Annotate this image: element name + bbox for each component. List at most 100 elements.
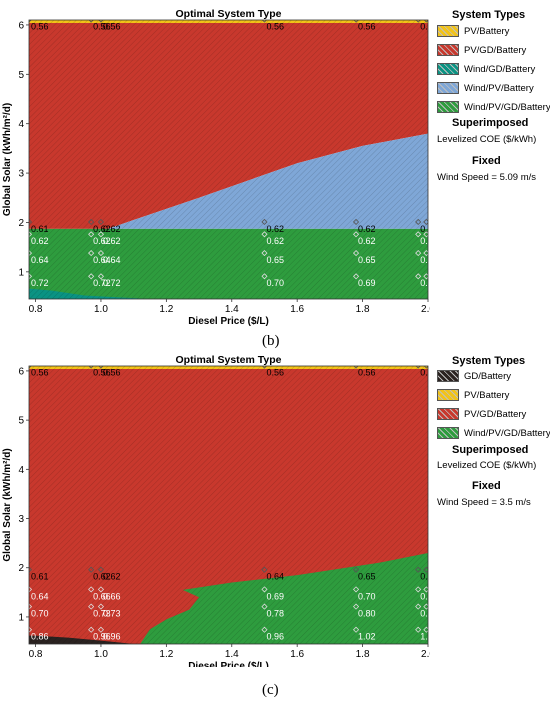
data-point-marker — [415, 586, 422, 593]
coe-label: 0.65 — [420, 255, 430, 265]
region-wind-pv-battery — [107, 133, 428, 229]
legend-swatch — [437, 63, 459, 75]
data-point-marker — [88, 603, 95, 610]
legend-item-gd-battery: GD/Battery — [437, 370, 511, 382]
data-point-marker — [29, 273, 33, 280]
x-tick-label: 1.8 — [356, 649, 370, 660]
data-point-marker — [415, 218, 422, 226]
data-point-marker — [415, 231, 422, 238]
legend-swatch — [437, 25, 459, 37]
y-tick-label: 2 — [18, 218, 24, 229]
data-point-marker — [423, 250, 428, 257]
coe-label: 0.56 — [93, 367, 111, 377]
data-point-marker — [423, 366, 428, 369]
data-point-marker — [423, 586, 428, 593]
x-tick-label: 1.0 — [94, 304, 108, 315]
data-point-marker — [98, 366, 104, 369]
legend-item-pv-battery: PV/Battery — [437, 389, 509, 401]
coe-label: 0.96 — [93, 632, 111, 642]
data-point-marker — [352, 603, 360, 610]
coe-label: 0.70 — [266, 278, 284, 288]
coe-label: 0.56 — [31, 21, 49, 31]
x-tick-label: 1.4 — [225, 649, 239, 660]
data-point-marker — [261, 566, 268, 573]
coe-label: 0.66 — [103, 591, 121, 601]
data-point-marker — [88, 218, 95, 226]
x-tick-label: 1.8 — [356, 304, 370, 315]
coe-label: 0.65 — [358, 572, 376, 582]
fixed-text: Wind Speed = 3.5 m/s — [437, 497, 531, 508]
data-point-marker — [97, 231, 105, 238]
data-point-marker — [29, 250, 33, 257]
y-axis-label: Global Solar (kWh/m²/d) — [2, 103, 13, 216]
legend-label: PV/GD/Battery — [464, 408, 527, 420]
coe-label: 0.62 — [358, 224, 376, 234]
data-point-marker — [352, 231, 360, 238]
y-tick-label: 4 — [18, 119, 24, 130]
x-tick-label: 1.2 — [159, 649, 173, 660]
legend-item-pv-gd-battery: PV/GD/Battery — [437, 44, 526, 56]
data-point-marker — [352, 273, 360, 280]
coe-label: 0.62 — [428, 224, 430, 234]
legend-swatch — [437, 101, 459, 113]
data-point-marker — [261, 250, 268, 257]
legend-item-pv-battery: PV/Battery — [437, 25, 509, 37]
data-point-marker — [415, 566, 422, 573]
coe-label: 0.78 — [266, 608, 284, 618]
coe-label: 0.62 — [103, 224, 121, 234]
data-point-marker — [415, 366, 421, 369]
coe-label: 0.73 — [103, 608, 121, 618]
data-point-marker — [97, 626, 105, 633]
coe-label: 0.65 — [358, 255, 376, 265]
x-tick-label: 1.6 — [290, 304, 304, 315]
plot-frame — [28, 365, 429, 645]
superimposed-text: Levelized COE ($/kWh) — [437, 134, 537, 145]
coe-label: 0.61 — [31, 572, 49, 582]
coe-label: 0.56 — [420, 367, 430, 377]
coe-label: 0.69 — [428, 278, 430, 288]
system-type-chart-c: 0.560.560.560.560.560.560.560.610.620.62… — [2, 355, 430, 667]
coe-label: 0.56 — [31, 367, 49, 377]
coe-label: 0.80 — [358, 608, 376, 618]
data-point-marker — [88, 250, 95, 257]
x-tick-label: 0.8 — [29, 304, 43, 315]
coe-label: 0.56 — [420, 21, 430, 31]
legend-label: Wind/PV/GD/Battery — [464, 101, 550, 113]
coe-label: 0.72 — [103, 278, 121, 288]
coe-label: 0.69 — [266, 591, 284, 601]
y-tick-label: 6 — [18, 366, 24, 377]
chart-title: Optimal System Type — [175, 8, 281, 20]
y-tick-label: 5 — [18, 70, 24, 81]
region-wind-gd-battery — [29, 288, 150, 299]
x-tick-label: 1.0 — [94, 649, 108, 660]
coe-label: 0.56 — [266, 21, 284, 31]
data-point-marker — [423, 218, 428, 226]
data-point-marker — [352, 218, 360, 226]
system-types-title: System Types — [452, 355, 526, 367]
coe-label: 0.62 — [103, 572, 121, 582]
data-point-marker — [97, 603, 105, 610]
y-tick-label: 3 — [18, 514, 24, 525]
legend-label: Wind/GD/Battery — [464, 63, 536, 75]
data-point-marker — [352, 566, 360, 573]
coe-label: 0.69 — [358, 278, 376, 288]
coe-label: 0.70 — [358, 591, 376, 601]
coe-label: 0.56 — [266, 367, 284, 377]
coe-label: 0.62 — [266, 224, 284, 234]
legend-item-wind-pv-battery: Wind/PV/Battery — [437, 82, 534, 94]
legend-item-wind-pv-gd-battery: Wind/PV/GD/Battery — [437, 101, 550, 113]
legend-swatch — [437, 370, 459, 382]
x-tick-label: 1.4 — [225, 304, 239, 315]
region-pv-gd-battery — [29, 23, 428, 229]
data-point-marker — [415, 20, 421, 23]
region-pv-battery — [29, 20, 428, 23]
coe-label: 0.64 — [31, 255, 49, 265]
coe-label: 0.65 — [428, 255, 430, 265]
x-axis-label: Diesel Price ($/L) — [188, 316, 269, 327]
coe-label: 0.69 — [420, 278, 430, 288]
legend-swatch — [437, 44, 459, 56]
panel-label: (b) — [262, 333, 280, 349]
coe-label: 0.82 — [428, 608, 430, 618]
region-pv-battery — [29, 366, 428, 369]
coe-label: 1.06 — [420, 632, 430, 642]
